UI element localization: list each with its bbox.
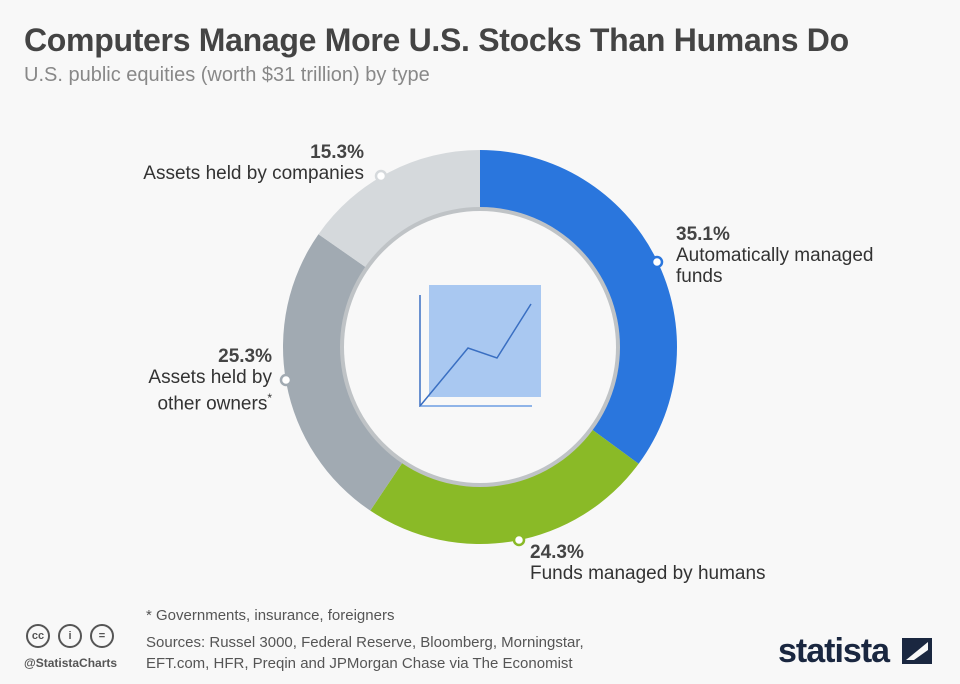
label-marker [279, 373, 293, 387]
no-derivatives-icon[interactable]: = [90, 624, 114, 648]
label-text: Assets held by [148, 367, 272, 388]
label-companies: 15.3% Assets held by companies [143, 142, 364, 184]
value-label: 35.1% [676, 224, 730, 245]
value-label: 24.3% [530, 542, 584, 563]
chart-title: Computers Manage More U.S. Stocks Than H… [24, 22, 849, 58]
label-text: funds [676, 266, 723, 287]
label-marker [650, 255, 664, 269]
slice-1 [370, 428, 639, 544]
label-automatic: 35.1% Automatically managed funds [676, 224, 874, 287]
label-marker [374, 169, 388, 183]
value-label: 25.3% [218, 346, 272, 367]
attribution-icon[interactable]: i [58, 624, 82, 648]
slice-3 [318, 150, 480, 269]
label-text: Assets held by companies [143, 163, 364, 184]
footnote: * Governments, insurance, foreigners [146, 607, 395, 624]
value-label: 15.3% [310, 142, 364, 163]
sources: Sources: Russel 3000, Federal Reserve, B… [146, 632, 584, 674]
chart-subtitle: U.S. public equities (worth $31 trillion… [24, 64, 430, 86]
statista-logo[interactable]: statista [778, 632, 932, 671]
chart-growth-icon [419, 285, 541, 407]
twitter-handle[interactable]: @StatistaCharts [24, 656, 118, 670]
label-text: Funds managed by humans [530, 563, 766, 584]
source-line: EFT.com, HFR, Preqin and JPMorgan Chase … [146, 655, 573, 672]
label-text: Automatically managed [676, 245, 874, 266]
statista-logo-icon [901, 638, 932, 664]
source-line: Sources: Russel 3000, Federal Reserve, B… [146, 634, 584, 651]
slice-0 [480, 150, 677, 464]
label-other: 25.3% Assets held by other owners* [148, 346, 272, 414]
label-text: other owners [157, 393, 268, 415]
label-marker [512, 533, 526, 547]
asterisk: * [267, 391, 272, 405]
logo-text: statista [778, 632, 890, 670]
cc-icon[interactable]: cc [26, 624, 50, 648]
label-human: 24.3% Funds managed by humans [530, 542, 766, 584]
